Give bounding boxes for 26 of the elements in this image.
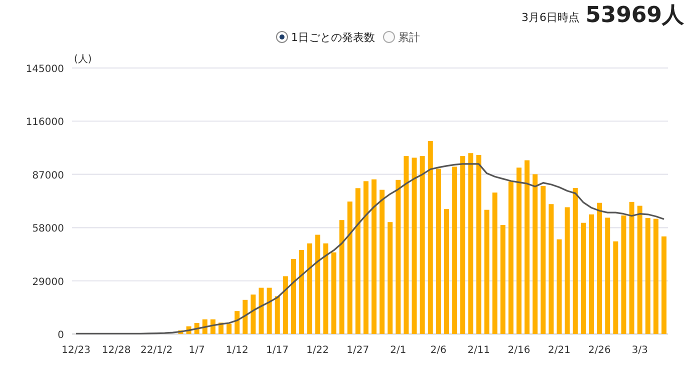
y-tick-label: 29000 (32, 276, 64, 288)
x-tick-label: 1/22 (306, 345, 329, 356)
x-tick-label: 2/11 (467, 345, 490, 356)
x-tick-label: 1/27 (346, 345, 370, 356)
x-tick-label: 12/23 (62, 345, 90, 356)
x-tick-label: 2/21 (548, 345, 571, 356)
x-tick-label: 2/16 (508, 345, 530, 356)
y-tick-label: 58000 (32, 224, 64, 235)
y-tick-label: 145000 (26, 64, 64, 75)
text: 3月6日時点 (521, 11, 580, 24)
text: 累計 (398, 31, 420, 44)
x-tick-label: 1/12 (226, 345, 248, 356)
x-tick-label: 12/28 (102, 345, 131, 356)
x-tick-label: 22/1/2 (140, 345, 173, 356)
text: 53969人 (585, 3, 685, 28)
y-axis-title: (人) (74, 54, 92, 65)
text: 1日ごとの発表数 (291, 31, 375, 44)
x-tick-label: 2/26 (588, 345, 611, 356)
x-tick-label: 2/1 (390, 345, 406, 356)
x-tick-label: 1/7 (188, 345, 205, 356)
y-tick-label: 116000 (26, 117, 64, 128)
y-tick-label: 87000 (32, 170, 64, 182)
x-tick-label: 2/6 (430, 345, 447, 356)
x-tick-label: 1/17 (266, 345, 289, 356)
x-tick-label: 3/3 (632, 345, 648, 356)
y-tick-label: 0 (58, 330, 64, 341)
